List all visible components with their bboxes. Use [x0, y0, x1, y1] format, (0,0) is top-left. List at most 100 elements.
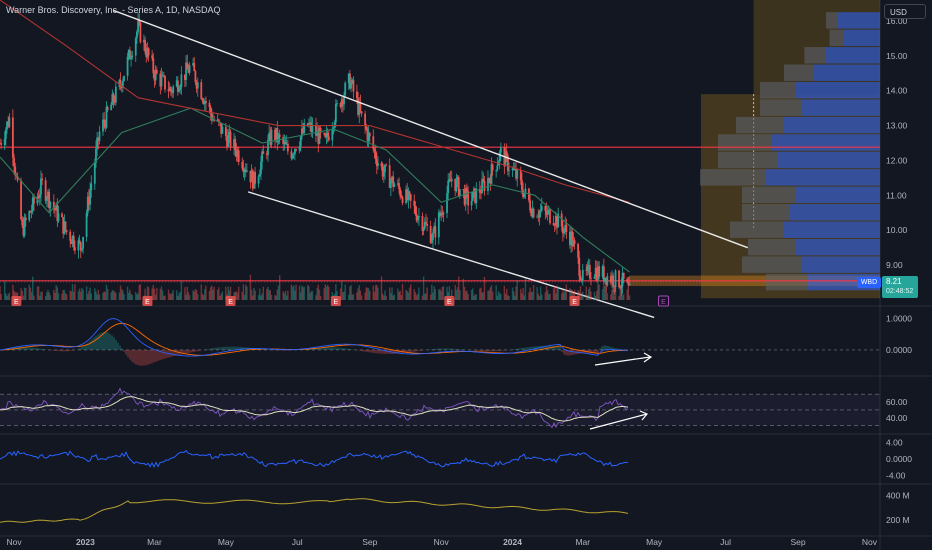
- candle-body: [357, 98, 359, 115]
- candle-body: [458, 189, 461, 196]
- moving-averages: [0, 0, 630, 273]
- candle-body: [31, 197, 34, 211]
- candle-body: [185, 62, 187, 80]
- candle-body: [429, 226, 432, 243]
- volume-bar: [385, 295, 387, 300]
- oscillator-pane: [0, 449, 629, 469]
- volume-bar: [179, 291, 181, 300]
- price-axis-label: 11.00: [886, 190, 907, 200]
- candle-body: [159, 73, 162, 87]
- volume-bar: [22, 295, 25, 300]
- candle-body: [519, 170, 522, 181]
- volume-bar: [163, 295, 165, 300]
- volume-bar: [71, 284, 74, 300]
- volume-bar: [482, 292, 484, 300]
- candle-body: [462, 189, 465, 191]
- candle-body: [323, 132, 326, 134]
- currency-button[interactable]: USD: [884, 4, 926, 19]
- volume-bar: [253, 287, 255, 300]
- volume-bar: [96, 294, 98, 300]
- volume-bar: [94, 288, 96, 300]
- volume-bar: [388, 287, 391, 300]
- candle-body: [506, 155, 509, 171]
- volume-bar: [220, 293, 222, 300]
- moving-average-line: [0, 107, 630, 273]
- candle-body: [220, 123, 223, 134]
- volume-bar: [147, 287, 150, 300]
- volume-bar: [82, 289, 84, 300]
- candle-body: [316, 130, 319, 136]
- volume-bar: [78, 288, 81, 300]
- price-axis-label: 12.00: [886, 155, 908, 165]
- candle-body: [385, 164, 388, 166]
- time-axis-label: Nov: [6, 537, 22, 547]
- volume-bar: [13, 290, 15, 300]
- candle-body: [407, 191, 410, 201]
- price-axis-label: 15.00: [886, 51, 908, 61]
- volume-bar: [48, 292, 50, 300]
- volume-bar: [467, 294, 469, 300]
- volume-bar: [508, 295, 510, 300]
- candle-body: [275, 128, 278, 141]
- candle-body: [52, 201, 55, 209]
- volume-bar: [401, 284, 404, 300]
- candle-body: [499, 147, 502, 153]
- candle-body: [72, 235, 75, 248]
- volume-bar: [544, 292, 547, 300]
- candle-body: [227, 135, 230, 147]
- candle-body: [628, 283, 631, 286]
- volume-bar: [64, 293, 67, 300]
- price-axis[interactable]: 16.00 15.00 14.00 13.00 12.00 11.00 10.00 9.00 1…: [886, 16, 912, 525]
- candle-body: [505, 151, 508, 156]
- price-axis-label: 9.00: [886, 260, 903, 270]
- candle-body: [421, 216, 424, 231]
- candle-body: [203, 101, 206, 105]
- candle-body: [138, 20, 141, 23]
- volume-bar: [442, 286, 445, 300]
- volume-bar: [104, 292, 107, 300]
- volume-bar: [601, 288, 604, 300]
- volume-bar: [532, 285, 535, 300]
- volume-bar: [563, 292, 565, 300]
- price-axis-label: 13.00: [886, 121, 908, 131]
- candle-body: [537, 216, 540, 218]
- volume-bar: [573, 289, 576, 300]
- volume-bar: [53, 289, 55, 300]
- earnings-marker: [225, 296, 236, 306]
- time-axis-label: Sep: [791, 537, 806, 547]
- candle-body: [93, 162, 96, 184]
- price-axis-label: 1.0000: [886, 313, 912, 323]
- candle-body: [103, 119, 106, 123]
- candle-body: [372, 136, 375, 150]
- volume-bar: [139, 284, 142, 300]
- volume-bar: [565, 284, 568, 300]
- candle-body: [561, 226, 564, 234]
- volume-bar: [539, 286, 542, 300]
- candle-body: [224, 126, 227, 136]
- volume-bar: [376, 284, 378, 300]
- candle-body: [130, 57, 132, 60]
- candle-body: [515, 169, 517, 179]
- price-axis-label: 0.0000: [886, 454, 912, 464]
- candle-body: [408, 191, 411, 195]
- vp-bar-up: [784, 116, 880, 134]
- candle-body: [251, 170, 254, 189]
- volume-bar: [62, 290, 64, 300]
- candle-body: [611, 275, 613, 283]
- volume-bar: [225, 286, 227, 300]
- volume-bar: [180, 281, 183, 300]
- earnings-marker: [569, 296, 580, 306]
- candle-body: [246, 170, 248, 172]
- volume-bar: [287, 290, 289, 300]
- time-axis[interactable]: Nov 2023 Mar May Jul Sep Nov 2024 Mar May Jul Sep No…: [6, 537, 877, 547]
- candle-body: [367, 132, 370, 141]
- candle-body: [118, 80, 121, 87]
- volume-bar: [454, 284, 456, 300]
- volume-bar: [451, 289, 453, 300]
- volume-bar: [46, 292, 48, 300]
- volume-bar: [168, 293, 171, 300]
- volume-bar: [448, 286, 451, 300]
- volume-bar: [23, 287, 26, 300]
